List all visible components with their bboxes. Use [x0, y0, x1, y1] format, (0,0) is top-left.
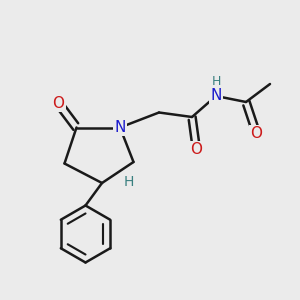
- Text: O: O: [250, 126, 262, 141]
- Text: N: N: [114, 120, 126, 135]
- Text: H: H: [211, 75, 221, 88]
- Text: H: H: [124, 175, 134, 188]
- Text: O: O: [190, 142, 202, 158]
- Text: N: N: [210, 88, 222, 104]
- Text: O: O: [52, 96, 64, 111]
